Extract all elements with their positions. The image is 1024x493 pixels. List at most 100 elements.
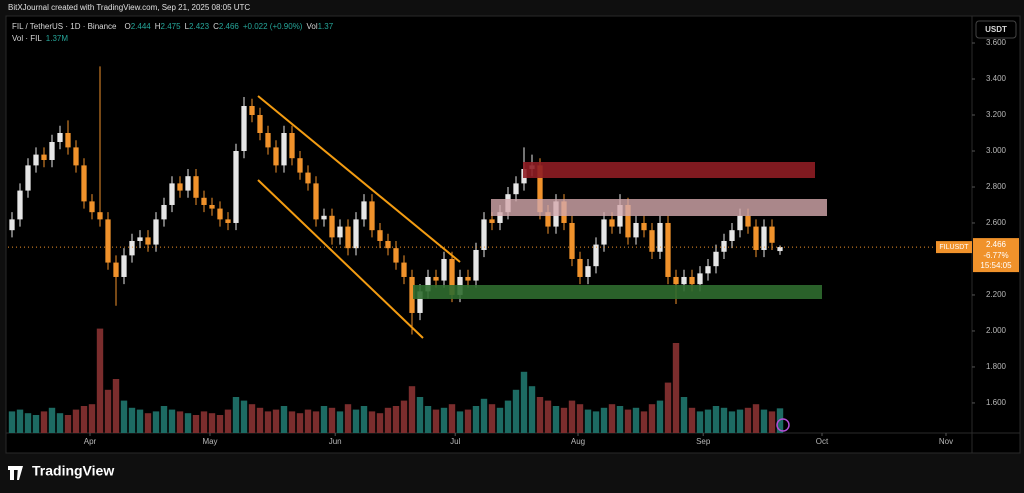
candle-body <box>593 244 599 267</box>
candle-body <box>289 132 295 159</box>
currency-box[interactable] <box>975 20 1017 39</box>
candle-body <box>249 106 255 116</box>
volume-bar <box>256 407 264 433</box>
candle-body <box>153 219 159 245</box>
volume-bar <box>552 406 560 433</box>
candle-body <box>321 215 327 220</box>
symbol-tag <box>936 241 972 254</box>
volume-bar <box>568 400 576 433</box>
volume-bar <box>336 411 344 433</box>
y-tick-label: 3.600 <box>986 38 1007 47</box>
y-tick-label: 3.200 <box>986 110 1007 119</box>
volume-bar <box>304 409 312 433</box>
volume-bar <box>632 407 640 433</box>
volume-legend: Vol · FIL 1.37M <box>12 34 68 43</box>
volume-bar <box>224 409 232 433</box>
candle-body <box>673 276 679 285</box>
candle-body <box>657 222 663 252</box>
legend: FIL / TetherUS · 1D · Binance O2.444 H2.47… <box>12 22 334 31</box>
volume-bar <box>128 407 136 433</box>
volume-bar <box>712 406 720 433</box>
candle-body <box>201 197 207 205</box>
volume-bar <box>144 413 152 433</box>
y-tick-label: 2.200 <box>986 290 1007 299</box>
candle-body <box>257 115 263 133</box>
candle-body <box>129 240 135 256</box>
volume-bar <box>528 386 536 433</box>
price-tag-value: 2.466 <box>986 240 1007 249</box>
ohlc-value: 2.444 <box>131 22 152 31</box>
volume-bar <box>656 400 664 433</box>
candle-body <box>193 176 199 198</box>
candle-body <box>449 258 455 295</box>
candle-body <box>489 219 495 223</box>
candle-body <box>713 251 719 267</box>
volume-bar <box>648 404 656 433</box>
candle-body <box>65 132 71 148</box>
chart-frame <box>5 15 1021 454</box>
volume-bar <box>440 407 448 433</box>
symbol-tag-label: FILUSDT <box>939 244 969 251</box>
candle-body <box>73 147 79 166</box>
candle-body <box>233 150 239 223</box>
volume-bar <box>40 411 48 433</box>
volume-bar <box>640 411 648 433</box>
volume-bar <box>688 407 696 433</box>
change: +0.022 (+0.90%) <box>243 22 303 31</box>
ohlc-value: 2.475 <box>161 22 182 31</box>
candle-body <box>305 172 311 184</box>
resistance-zone <box>491 199 827 216</box>
y-tick-label: 3.000 <box>986 146 1007 155</box>
candle-body <box>513 183 519 195</box>
header: BitXJournal created with TradingView.com… <box>8 3 250 12</box>
volume-bar <box>328 407 336 433</box>
candle-body <box>361 201 367 220</box>
candle-body <box>81 165 87 202</box>
volume-bar <box>584 409 592 433</box>
volume-bar <box>320 406 328 433</box>
volume-bar <box>520 371 528 433</box>
candle-body <box>105 219 111 263</box>
volume-bar <box>736 409 744 433</box>
candle-body <box>729 230 735 241</box>
volume-bar <box>208 413 216 433</box>
candle-body <box>681 276 687 285</box>
volume-bar <box>280 406 288 433</box>
volume-bar <box>288 411 296 433</box>
price-tag <box>973 238 1019 273</box>
volume-bar <box>352 409 360 433</box>
candle-body <box>689 276 695 285</box>
candle-body <box>545 212 551 227</box>
candle-body <box>585 266 591 277</box>
volume-bar <box>192 415 200 433</box>
candle-body <box>9 219 15 231</box>
candle-body <box>161 204 167 220</box>
candle-body <box>25 165 31 191</box>
candle-body <box>537 165 543 213</box>
candle-body <box>665 222 671 277</box>
ohlc-value: 2.423 <box>189 22 210 31</box>
candle-body <box>121 255 127 277</box>
candle-body <box>225 219 231 223</box>
candle-body <box>49 141 55 160</box>
candle-body <box>89 201 95 213</box>
alert-icon[interactable] <box>776 418 790 432</box>
candle-body <box>369 201 375 231</box>
volume-bar <box>424 406 432 433</box>
volume-bar <box>456 411 464 433</box>
candle-body <box>217 208 223 220</box>
volume-bar <box>624 409 632 433</box>
volume-bar <box>600 407 608 433</box>
candle-body <box>145 237 151 245</box>
volume-bar <box>576 404 584 433</box>
volume-bar <box>728 411 736 433</box>
volume-bar <box>496 407 504 433</box>
candle-body <box>601 219 607 245</box>
candle-body <box>721 240 727 252</box>
candle-body <box>113 262 119 277</box>
candle-body <box>569 222 575 259</box>
volume-bar <box>136 409 144 433</box>
channel-upper <box>257 95 461 263</box>
